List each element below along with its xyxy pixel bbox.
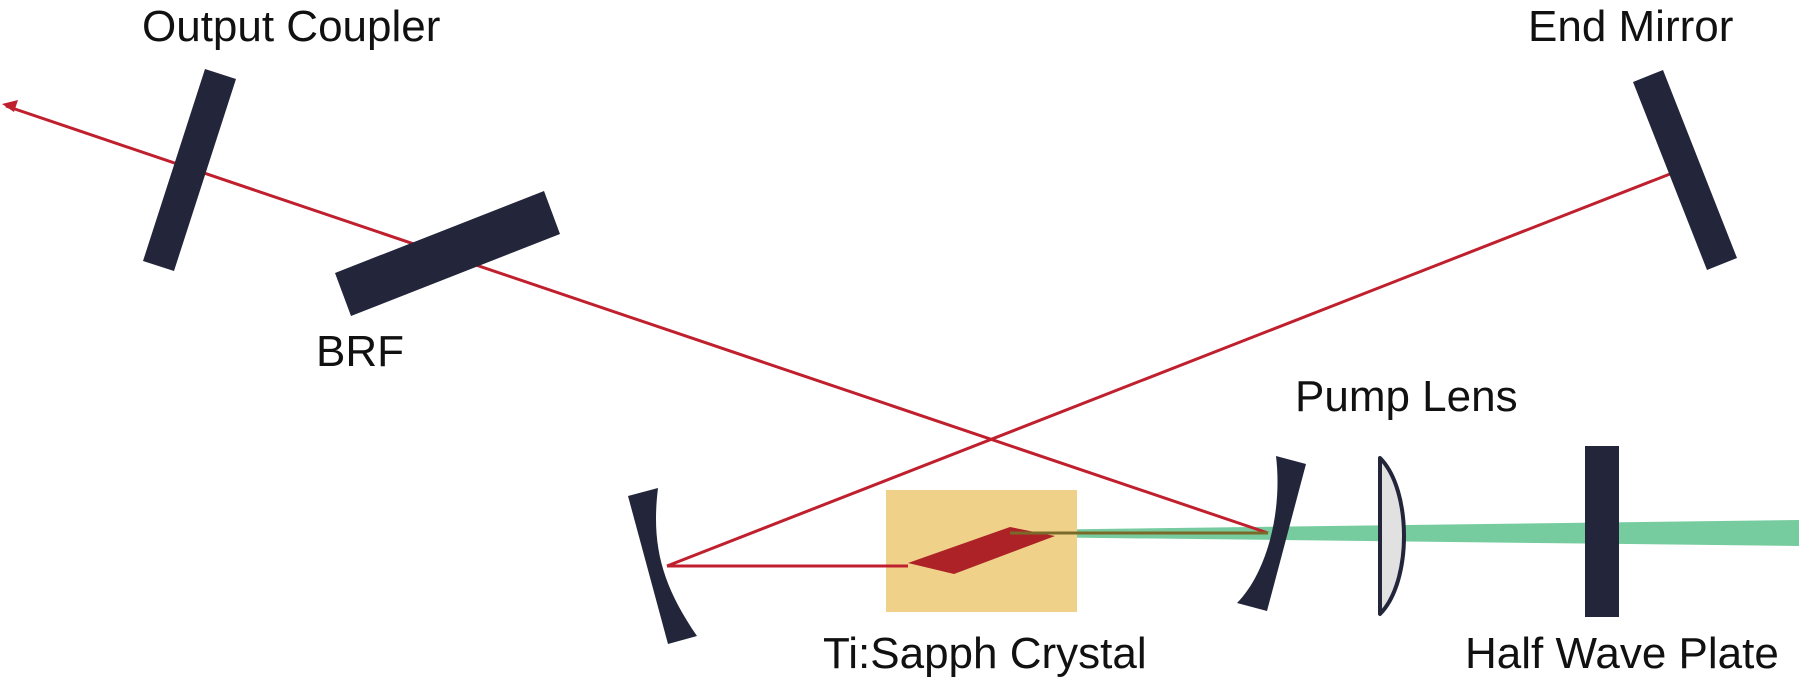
laser-beam-output-arm [5,104,1269,535]
pump-lens [1378,456,1406,616]
curved-mirror-right [1237,456,1306,611]
half-wave-plate [1585,446,1619,617]
pump-lens-label: Pump Lens [1295,372,1518,421]
half-wave-plate-label: Half Wave Plate [1465,629,1779,678]
curved-mirror-left [628,488,697,644]
laser-beam-end-arm [666,172,1671,568]
brf-plate [335,191,560,316]
output-coupler-mirror [143,69,236,271]
end-mirror-label: End Mirror [1528,2,1733,51]
end-mirror [1633,70,1737,270]
laser-beam-path [5,104,1671,568]
crystal-label: Ti:Sapph Crystal [823,629,1147,678]
brf-label: BRF [316,327,404,376]
arrow-head-icon [2,100,18,112]
crystal-gain-region [908,527,1055,574]
output-coupler-label: Output Coupler [142,2,440,51]
